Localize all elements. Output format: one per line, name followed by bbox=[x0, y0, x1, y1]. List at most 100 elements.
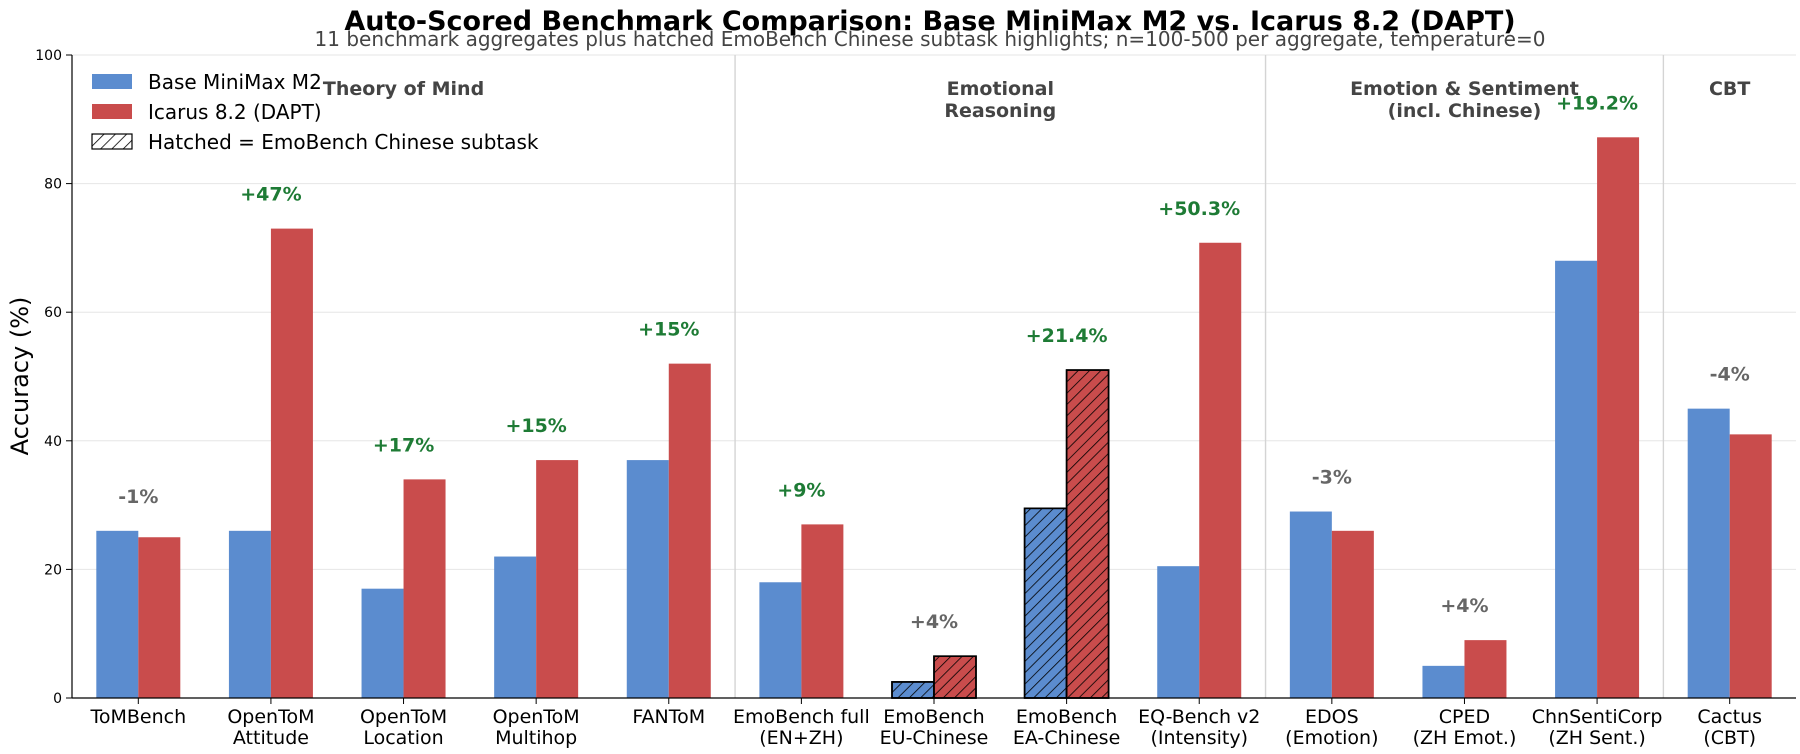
bar-icarus bbox=[1729, 434, 1772, 698]
x-tick-label-line: Attitude bbox=[233, 727, 309, 749]
bar-icarus bbox=[536, 460, 579, 698]
y-axis-label: Accuracy (%) bbox=[6, 297, 34, 456]
x-tick-label-line: ChnSentiCorp bbox=[1532, 706, 1663, 728]
x-tick-label: OpenToM Attitude bbox=[227, 706, 314, 749]
x-tick-label-line: (CBT) bbox=[1703, 727, 1756, 749]
group-label: CBT bbox=[1709, 78, 1750, 100]
delta-label: +4% bbox=[910, 611, 958, 633]
x-tick-label-line: EmoBench bbox=[883, 706, 984, 728]
x-tick-label-line: EmoBench bbox=[1016, 706, 1117, 728]
legend-label-hatched: Hatched = EmoBench Chinese subtask bbox=[148, 130, 539, 154]
delta-label: -1% bbox=[118, 486, 158, 508]
y-tick-label: 60 bbox=[44, 305, 62, 321]
delta-label: +21.4% bbox=[1026, 325, 1108, 347]
bar-base bbox=[1289, 511, 1332, 698]
bar-hatch-overlay bbox=[1023, 507, 1068, 699]
delta-labels: -1% +47% +17% +15% +15% +9% +4% +21.4% +50.3% -3%… bbox=[118, 92, 1750, 633]
x-tick-label-line: EQ-Bench v2 bbox=[1138, 706, 1260, 728]
delta-label: +50.3% bbox=[1158, 198, 1240, 220]
x-tick-label: FANToM bbox=[632, 706, 705, 728]
group-label-line: (incl. Chinese) bbox=[1388, 100, 1542, 122]
y-tick-label: 80 bbox=[44, 177, 62, 193]
bar-icarus bbox=[801, 524, 844, 698]
bar-icarus bbox=[138, 537, 181, 698]
y-tick-label: 20 bbox=[44, 562, 62, 578]
bar-base bbox=[96, 530, 139, 698]
x-tick-label-line: FANToM bbox=[632, 706, 705, 728]
y-tick-label: 40 bbox=[44, 434, 62, 450]
legend-swatch-icarus bbox=[92, 104, 132, 119]
group-label-line: Emotion & Sentiment bbox=[1350, 78, 1579, 100]
x-tick-label-line: EDOS bbox=[1305, 706, 1359, 728]
bar-base bbox=[1422, 665, 1465, 698]
x-tick-label: OpenToM Location bbox=[360, 706, 447, 749]
delta-label: +15% bbox=[638, 319, 699, 341]
legend-label-base: Base MiniMax M2 bbox=[148, 70, 322, 94]
delta-label: +9% bbox=[777, 479, 825, 501]
delta-label: -4% bbox=[1710, 364, 1750, 386]
x-tick-label-line: (ZH Sent.) bbox=[1548, 727, 1645, 749]
y-tick-labels: 0 20 40 60 80 100 bbox=[35, 48, 62, 707]
x-tick-label-line: Multihop bbox=[495, 727, 577, 749]
group-label: Emotion & Sentiment (incl. Chinese) bbox=[1350, 78, 1579, 122]
legend: Base MiniMax M2 Icarus 8.2 (DAPT) Hatche… bbox=[91, 70, 539, 154]
delta-label: +17% bbox=[373, 434, 434, 456]
x-tick-label-line: EmoBench full bbox=[733, 706, 870, 728]
x-tick-label: EmoBench EA-Chinese bbox=[1013, 706, 1120, 749]
bar-icarus bbox=[1464, 640, 1507, 698]
x-tick-label-line: Location bbox=[363, 727, 443, 749]
x-tick-label-line: (ZH Emot.) bbox=[1413, 727, 1517, 749]
group-labels: Theory of Mind Emotional Reasoning Emotion … bbox=[323, 78, 1751, 122]
bar-base bbox=[1157, 566, 1200, 698]
x-tick-label-line: (Emotion) bbox=[1285, 727, 1378, 749]
x-tick-label-line: OpenToM bbox=[227, 706, 314, 728]
bar-base bbox=[1687, 408, 1730, 698]
delta-label: +4% bbox=[1440, 595, 1488, 617]
bar-icarus bbox=[403, 479, 446, 698]
group-separators bbox=[734, 55, 1665, 698]
bar-base bbox=[494, 556, 537, 698]
x-tick-label-line: OpenToM bbox=[360, 706, 447, 728]
x-tick-label-line: Cactus bbox=[1697, 706, 1762, 728]
delta-label: -3% bbox=[1312, 467, 1352, 489]
chart-subtitle: 11 benchmark aggregates plus hatched Emo… bbox=[315, 27, 1546, 51]
bar-icarus bbox=[1331, 530, 1374, 698]
x-tick-label: ToMBench bbox=[89, 706, 186, 728]
bar-icarus bbox=[1199, 242, 1242, 699]
bar-icarus bbox=[1597, 137, 1640, 698]
group-label-line: Emotional bbox=[947, 78, 1054, 100]
x-tick-label: Cactus (CBT) bbox=[1697, 706, 1762, 749]
delta-label: +15% bbox=[505, 415, 566, 437]
x-tick-label: EmoBench full (EN+ZH) bbox=[733, 706, 870, 749]
x-tick-label: ChnSentiCorp (ZH Sent.) bbox=[1532, 706, 1663, 749]
x-tick-label-line: EU-Chinese bbox=[880, 727, 989, 749]
group-label-line: CBT bbox=[1709, 78, 1750, 100]
x-tick-label: OpenToM Multihop bbox=[493, 706, 580, 749]
x-tick-label: EQ-Bench v2 (Intensity) bbox=[1138, 706, 1260, 749]
bar-base bbox=[759, 582, 802, 698]
x-tick-label: EmoBench EU-Chinese bbox=[880, 706, 989, 749]
bar-base bbox=[626, 460, 669, 698]
legend-label-icarus: Icarus 8.2 (DAPT) bbox=[148, 100, 322, 124]
axes bbox=[66, 54, 1796, 704]
bars bbox=[96, 137, 1772, 699]
y-tick-label: 100 bbox=[35, 48, 62, 64]
group-label-line: Reasoning bbox=[944, 100, 1056, 122]
delta-label: +19.2% bbox=[1556, 92, 1638, 114]
group-label: Emotional Reasoning bbox=[944, 78, 1056, 122]
x-tick-label: EDOS (Emotion) bbox=[1285, 706, 1378, 749]
delta-label: +47% bbox=[240, 184, 301, 206]
x-tick-label-line: CPED bbox=[1439, 706, 1490, 728]
x-tick-label-line: ToMBench bbox=[89, 706, 186, 728]
legend-swatch-base bbox=[92, 74, 132, 89]
bar-base bbox=[228, 530, 271, 698]
bar-base bbox=[361, 588, 404, 698]
x-tick-label-line: (EN+ZH) bbox=[759, 727, 843, 749]
x-tick-label-line: (Intensity) bbox=[1150, 727, 1248, 749]
group-label: Theory of Mind bbox=[323, 78, 484, 100]
x-tick-label: CPED (ZH Emot.) bbox=[1413, 706, 1517, 749]
bar-hatch-overlay bbox=[933, 655, 977, 699]
y-tick-label: 0 bbox=[53, 691, 62, 707]
